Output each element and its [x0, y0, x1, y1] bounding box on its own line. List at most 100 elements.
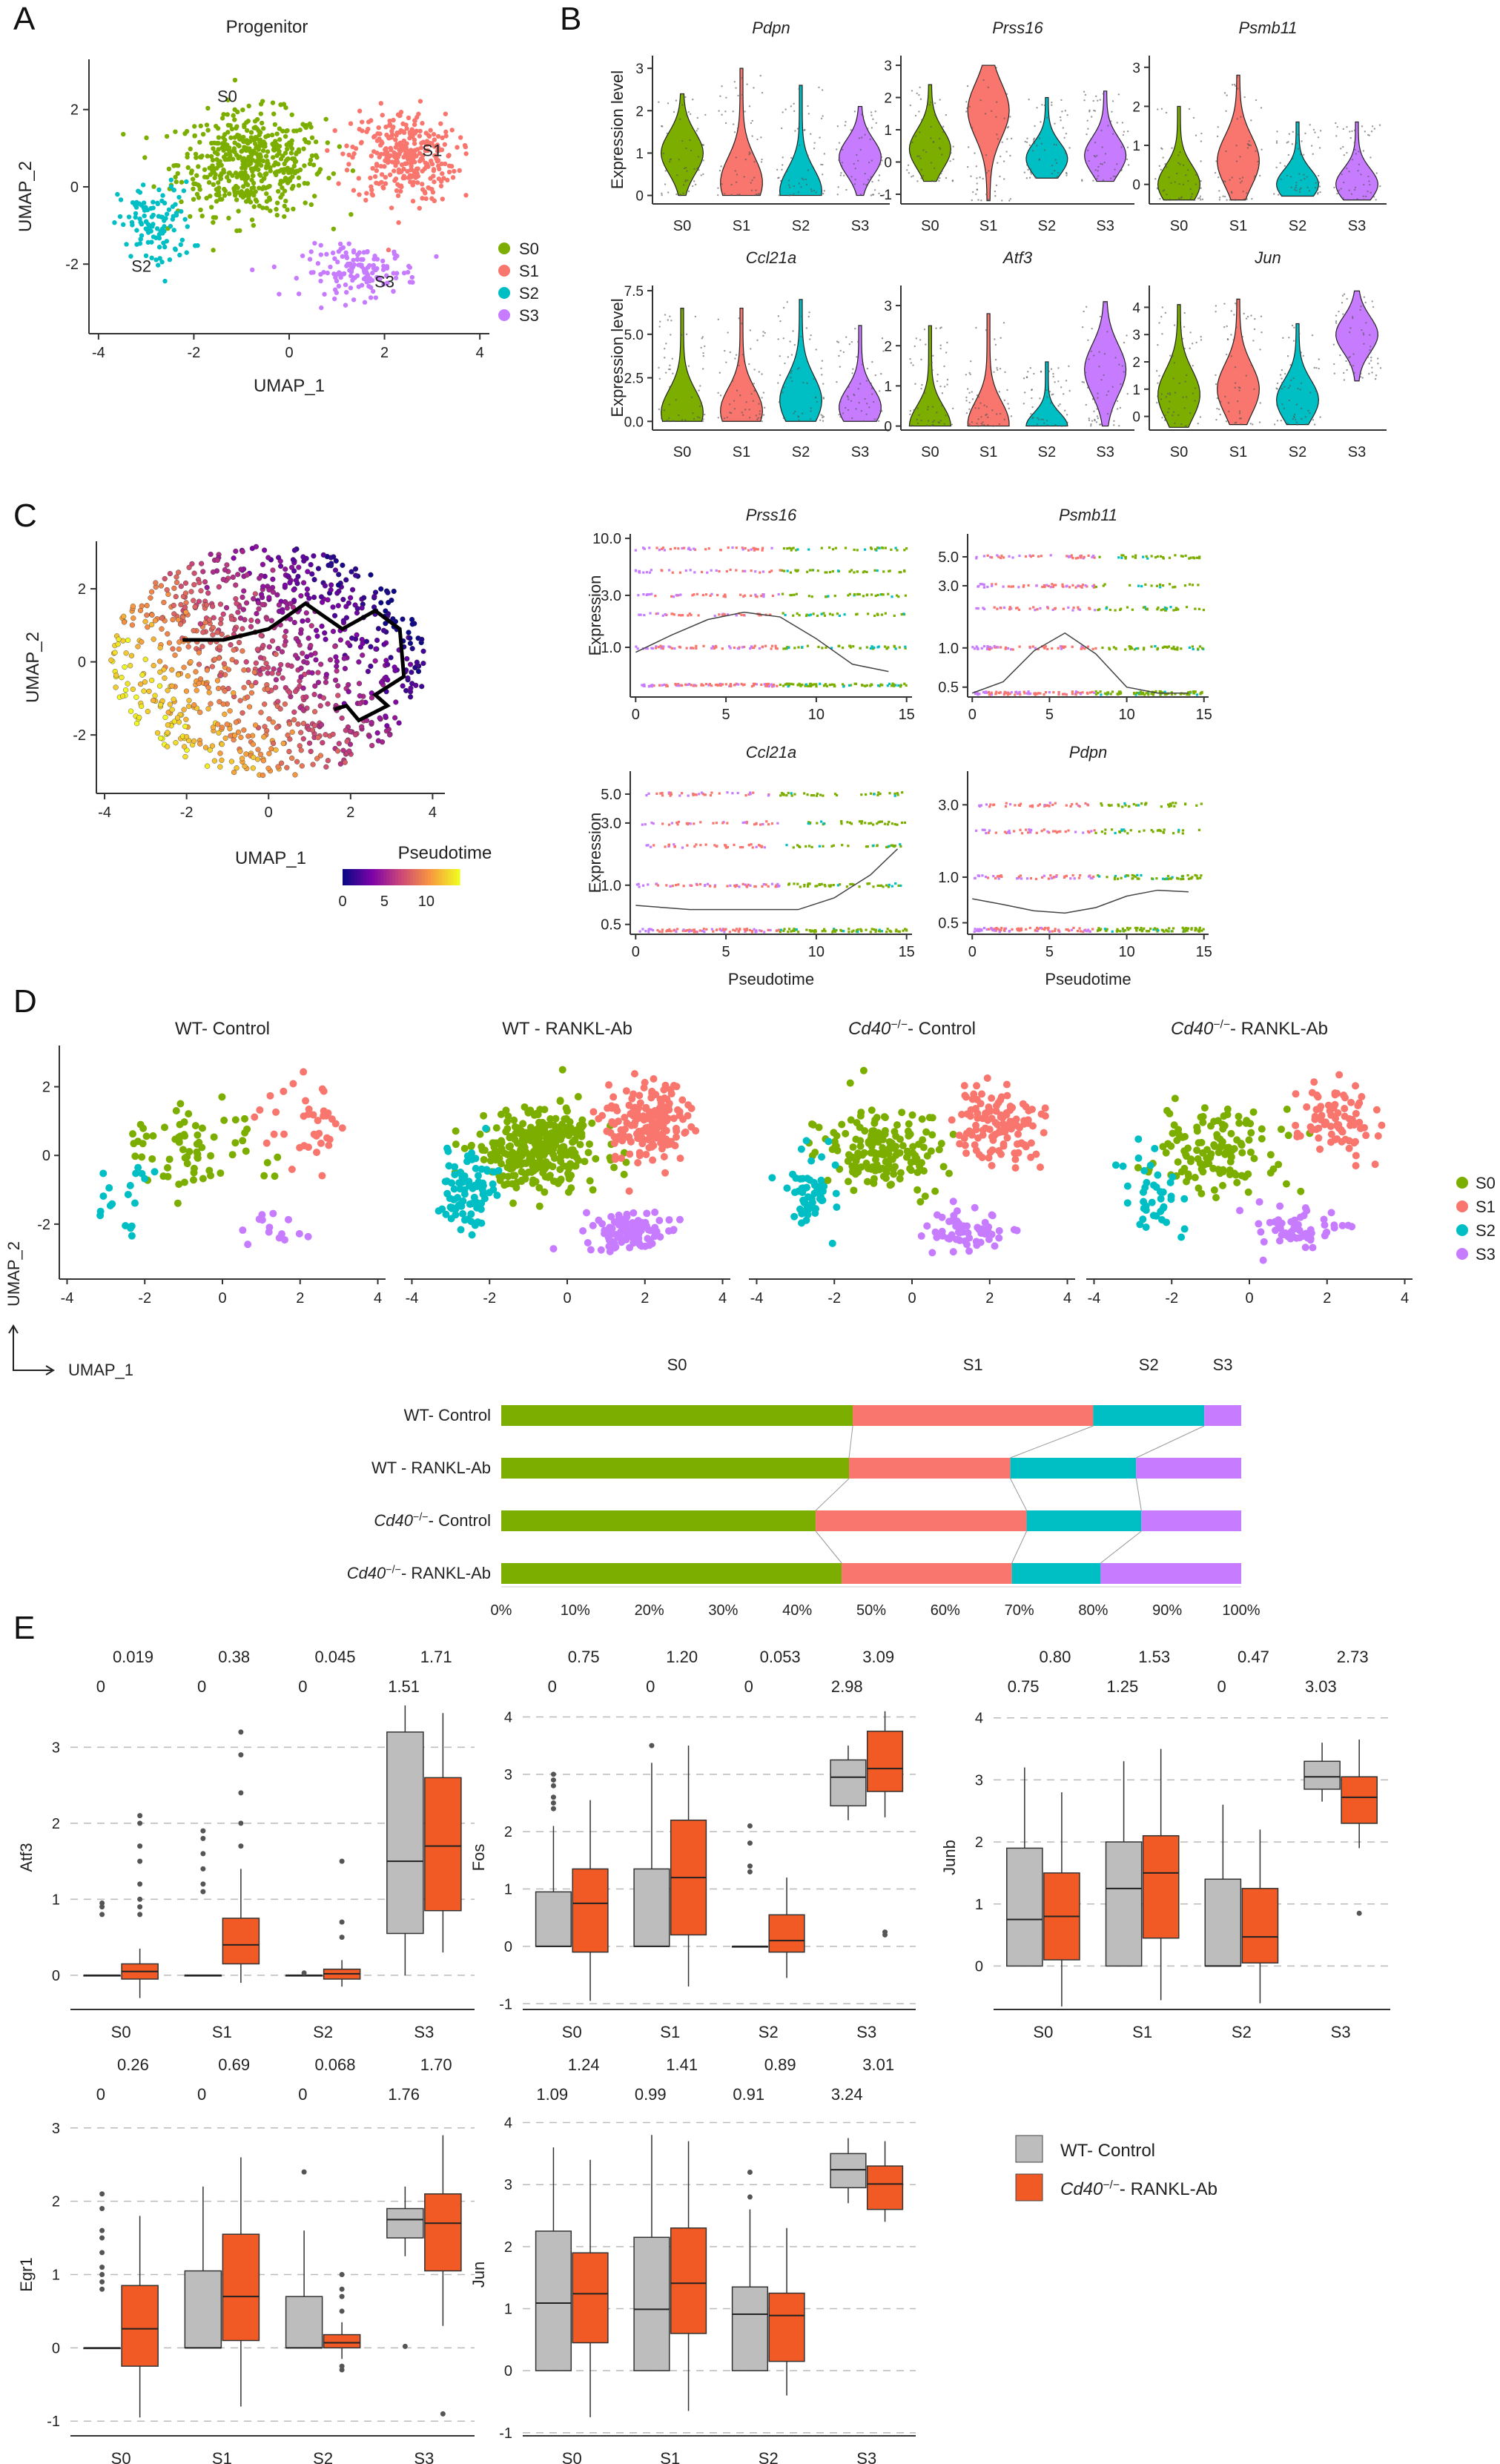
- jitter-point: [873, 400, 875, 403]
- jitter-point: [1031, 150, 1034, 152]
- jitter-point: [1180, 423, 1183, 426]
- expression-point: [848, 931, 850, 934]
- expression-point: [885, 647, 888, 650]
- x-tick-label: 0: [632, 707, 640, 723]
- jitter-point: [731, 380, 734, 383]
- jitter-point: [1173, 362, 1176, 364]
- cell-point-s0: [285, 156, 290, 162]
- jitter-point: [1051, 165, 1054, 167]
- cell-point-s0: [284, 146, 290, 152]
- cell-point-s0: [291, 157, 297, 162]
- jitter-point: [1240, 417, 1243, 420]
- gene-title: Prss16: [992, 19, 1043, 37]
- jitter-point: [1066, 421, 1068, 424]
- jitter-point: [914, 383, 916, 385]
- jitter-point: [803, 129, 805, 131]
- cell-point: [239, 594, 245, 601]
- category-label-s1: S1: [1229, 218, 1247, 234]
- expression-point: [982, 583, 985, 586]
- jitter-point: [1276, 404, 1278, 406]
- cell-point-s1: [409, 148, 414, 153]
- jitter-point: [1033, 137, 1036, 139]
- cell-point-s2: [143, 226, 148, 231]
- jitter-point: [1246, 315, 1249, 318]
- cell-point-s1: [429, 196, 435, 201]
- jitter-point: [793, 412, 795, 414]
- expression-point: [884, 546, 888, 549]
- colorbar-segment: [442, 869, 446, 885]
- jitter-point: [1339, 354, 1341, 357]
- expression-point: [790, 549, 793, 552]
- jitter-point: [741, 76, 743, 79]
- jitter-point: [1281, 369, 1283, 371]
- jitter-point: [1239, 182, 1242, 184]
- cell-point-s1: [423, 131, 429, 136]
- jitter-point: [1281, 403, 1283, 406]
- jitter-point: [1214, 171, 1217, 174]
- cell-point-s2: [151, 234, 156, 240]
- jitter-point: [1317, 193, 1319, 195]
- expression-point: [754, 570, 757, 573]
- cell-point: [285, 732, 291, 739]
- jitter-point: [1349, 136, 1352, 139]
- jitter-point: [1111, 386, 1114, 388]
- jitter-point: [935, 327, 937, 329]
- expression-point: [987, 690, 991, 694]
- colorbar-segment: [421, 869, 426, 885]
- cell-point: [142, 656, 148, 662]
- jitter-point: [658, 408, 661, 411]
- cell-point: [204, 602, 210, 608]
- violin-s1: [967, 65, 1010, 202]
- cell-point: [159, 615, 165, 621]
- jitter-point: [701, 337, 703, 340]
- jitter-point: [994, 190, 997, 193]
- jitter-point: [1372, 322, 1375, 324]
- jitter-point: [1111, 100, 1114, 102]
- jitter-point: [1185, 374, 1188, 377]
- jitter-point: [1250, 119, 1252, 122]
- jitter-point: [1157, 395, 1159, 397]
- jitter-point: [790, 377, 792, 379]
- jitter-point: [675, 399, 677, 401]
- jitter-point: [1033, 412, 1035, 414]
- expression-point: [709, 594, 712, 597]
- expression-point: [1028, 607, 1031, 610]
- cell-point-s2: [179, 237, 185, 242]
- cell-point-s0: [216, 147, 221, 152]
- jitter-point: [951, 179, 954, 182]
- jitter-point: [1261, 331, 1263, 334]
- cell-point: [283, 628, 289, 635]
- cell-point-s0: [308, 202, 314, 208]
- expression-point: [1191, 645, 1194, 648]
- cell-point: [300, 736, 306, 741]
- cell-point: [139, 672, 145, 678]
- expression-point: [692, 928, 695, 931]
- colorbar-segment: [343, 869, 346, 885]
- expression-point: [1098, 555, 1101, 558]
- cell-point: [378, 586, 384, 592]
- cell-point: [292, 772, 298, 778]
- cell-point: [174, 579, 180, 586]
- expression-point: [1156, 608, 1159, 611]
- jitter-point: [1083, 381, 1086, 383]
- cell-point-s1: [332, 128, 337, 133]
- jitter-point: [837, 186, 839, 188]
- y-tick-label: 0: [884, 420, 892, 435]
- jitter-point: [692, 412, 694, 414]
- jitter-point: [664, 348, 666, 350]
- jitter-point: [739, 394, 741, 397]
- jitter-point: [936, 178, 939, 181]
- cell-point-s2: [168, 177, 174, 182]
- cell-point: [257, 655, 264, 661]
- jitter-point: [793, 185, 796, 188]
- jitter-point: [1032, 140, 1035, 142]
- cell-point-s1: [452, 168, 457, 174]
- jitter-point: [1165, 199, 1168, 201]
- y-tick-label: 0: [635, 189, 644, 205]
- cell-point: [233, 582, 239, 588]
- jitter-point: [1300, 187, 1302, 190]
- jitter-point: [879, 161, 882, 163]
- legend-dot-s1: [498, 265, 510, 277]
- jitter-point: [1090, 116, 1093, 118]
- cell-point: [264, 616, 270, 622]
